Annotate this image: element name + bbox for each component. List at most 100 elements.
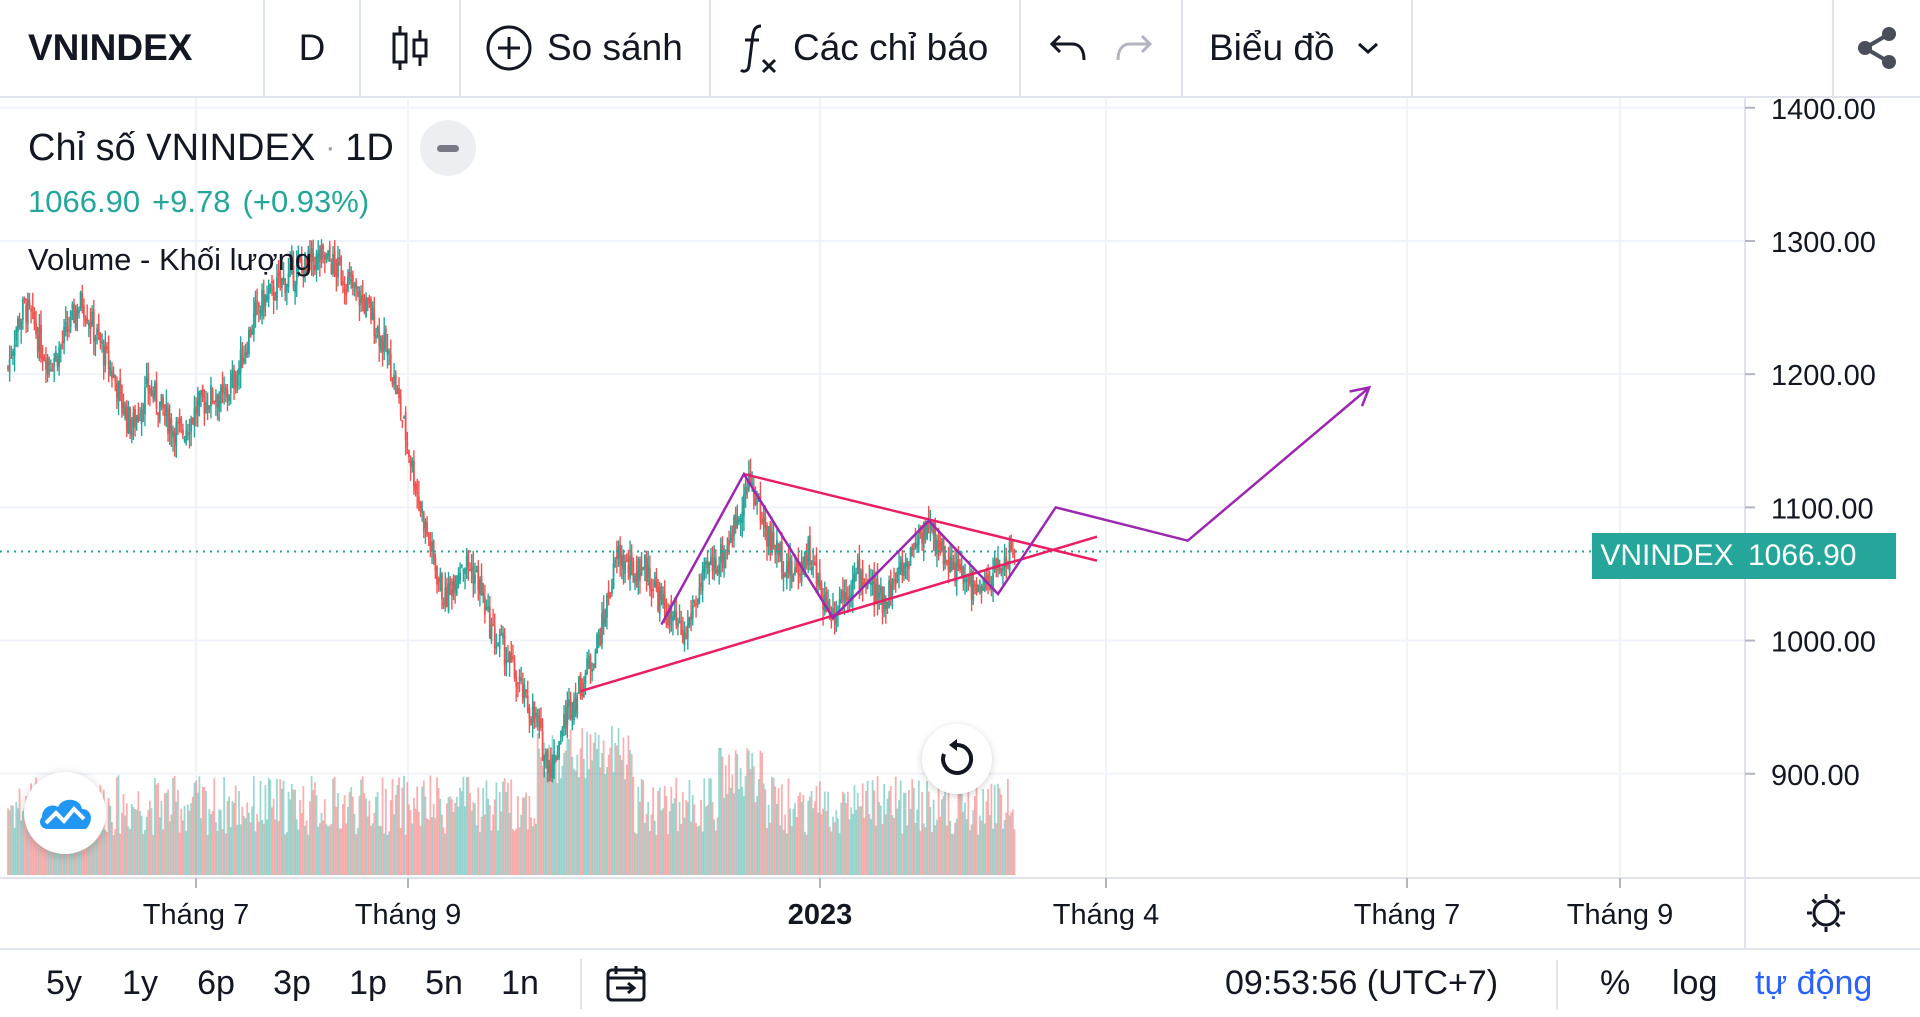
volume-bar	[175, 801, 178, 875]
volume-bar	[388, 831, 391, 875]
volume-bar	[152, 834, 155, 875]
candle-body	[840, 592, 843, 603]
percent-scale-toggle[interactable]: %	[1600, 964, 1631, 1002]
candle-body	[762, 518, 765, 523]
candle-body	[784, 573, 787, 577]
candle-body	[272, 286, 275, 301]
candle-body	[163, 413, 166, 416]
auto-scale-toggle[interactable]: tự động	[1755, 964, 1873, 1002]
candle-body	[815, 561, 818, 585]
volume-bar	[150, 808, 153, 875]
undo-icon[interactable]	[1048, 30, 1088, 66]
candle-body	[94, 337, 97, 342]
candle-body	[274, 297, 277, 301]
volume-bar	[351, 796, 354, 875]
volume-bar	[267, 777, 270, 875]
candle-body	[691, 605, 694, 619]
candle-body	[455, 583, 458, 594]
candle-body	[117, 380, 120, 402]
candle-body	[396, 389, 399, 395]
volume-bar	[936, 819, 938, 875]
volume-bar	[386, 834, 389, 875]
chart-type-button[interactable]: Biểu đồ	[1183, 0, 1413, 96]
candle-body	[655, 576, 658, 590]
share-button[interactable]	[1832, 0, 1920, 96]
volume-bar	[129, 828, 131, 875]
range-6p-button[interactable]: 6p	[197, 964, 235, 1002]
compare-button[interactable]: So sánh	[461, 0, 711, 96]
volume-bar	[987, 788, 989, 875]
candle-body	[502, 632, 504, 638]
range-1n-button[interactable]: 1n	[501, 964, 539, 1002]
indicators-button[interactable]: Các chỉ báo	[711, 0, 1021, 96]
volume-bar	[581, 728, 584, 875]
range-1p-button[interactable]: 1p	[349, 964, 387, 1002]
reset-chart-button[interactable]	[922, 724, 992, 794]
candle-body	[729, 538, 732, 543]
candle-body	[277, 273, 280, 276]
volume-bar	[406, 782, 409, 875]
volume-bar	[686, 801, 689, 875]
range-1y-button[interactable]: 1y	[122, 964, 158, 1002]
volume-bar	[632, 776, 635, 875]
volume-bar	[846, 791, 849, 875]
candle-body	[875, 583, 877, 604]
candle-body	[624, 561, 626, 574]
clock-timezone[interactable]: 09:53:56 (UTC+7)	[1225, 964, 1499, 1002]
volume-bar	[287, 791, 290, 875]
volume-bar	[889, 786, 892, 875]
candle-body	[566, 704, 569, 726]
volume-bar	[566, 738, 569, 875]
volume-bar	[813, 801, 816, 875]
volume-bar	[627, 735, 630, 875]
symbol-search-button[interactable]: VNINDEX	[0, 0, 265, 96]
candle-body	[284, 280, 287, 293]
redo-icon[interactable]	[1114, 30, 1154, 66]
candle-body	[309, 252, 311, 258]
candles-style-button[interactable]	[361, 0, 461, 96]
candle-body	[738, 518, 740, 522]
volume-bar	[599, 767, 602, 875]
volume-bar	[33, 822, 36, 875]
candle-body	[271, 281, 273, 284]
candle-body	[1002, 567, 1004, 571]
go-to-date-icon[interactable]	[604, 964, 648, 1004]
volume-bar	[950, 833, 953, 875]
candle-body	[485, 607, 488, 610]
candle-body	[769, 523, 772, 550]
candle-body	[645, 558, 648, 582]
candle-body	[201, 386, 204, 399]
tradingview-logo[interactable]	[24, 772, 106, 854]
candle-body	[901, 558, 904, 576]
volume-bar	[497, 830, 499, 875]
candle-body	[264, 295, 267, 307]
volume-bar	[516, 795, 519, 875]
volume-bar	[177, 789, 179, 875]
legend-collapse-button[interactable]	[419, 120, 476, 176]
candle-body	[719, 543, 722, 562]
interval-button[interactable]: D	[265, 0, 361, 96]
candle-body	[602, 609, 605, 624]
volume-bar	[586, 731, 589, 875]
candle-body	[363, 298, 366, 313]
candle-body	[444, 588, 447, 604]
candle-body	[210, 385, 212, 407]
range-5y-button[interactable]: 5y	[46, 964, 82, 1002]
range-5n-button[interactable]: 5n	[425, 964, 463, 1002]
volume-bar	[848, 819, 851, 875]
undo-redo-group	[1021, 0, 1183, 96]
volume-bar	[525, 792, 527, 875]
volume-bar	[228, 796, 230, 875]
log-scale-toggle[interactable]: log	[1672, 964, 1718, 1002]
volume-bar	[624, 779, 626, 875]
candle-body	[18, 318, 21, 328]
candle-body	[982, 588, 985, 591]
price-chart[interactable]: 1400.00 1300.00 1200.00 1100.00 1000.00 900.0…	[0, 98, 1920, 948]
volume-bar	[125, 803, 128, 875]
candle-body	[936, 539, 938, 555]
volume-bar	[149, 800, 151, 875]
candle-body	[470, 567, 473, 570]
candle-body	[464, 568, 466, 575]
range-3p-button[interactable]: 3p	[273, 964, 311, 1002]
candle-body	[518, 677, 521, 680]
